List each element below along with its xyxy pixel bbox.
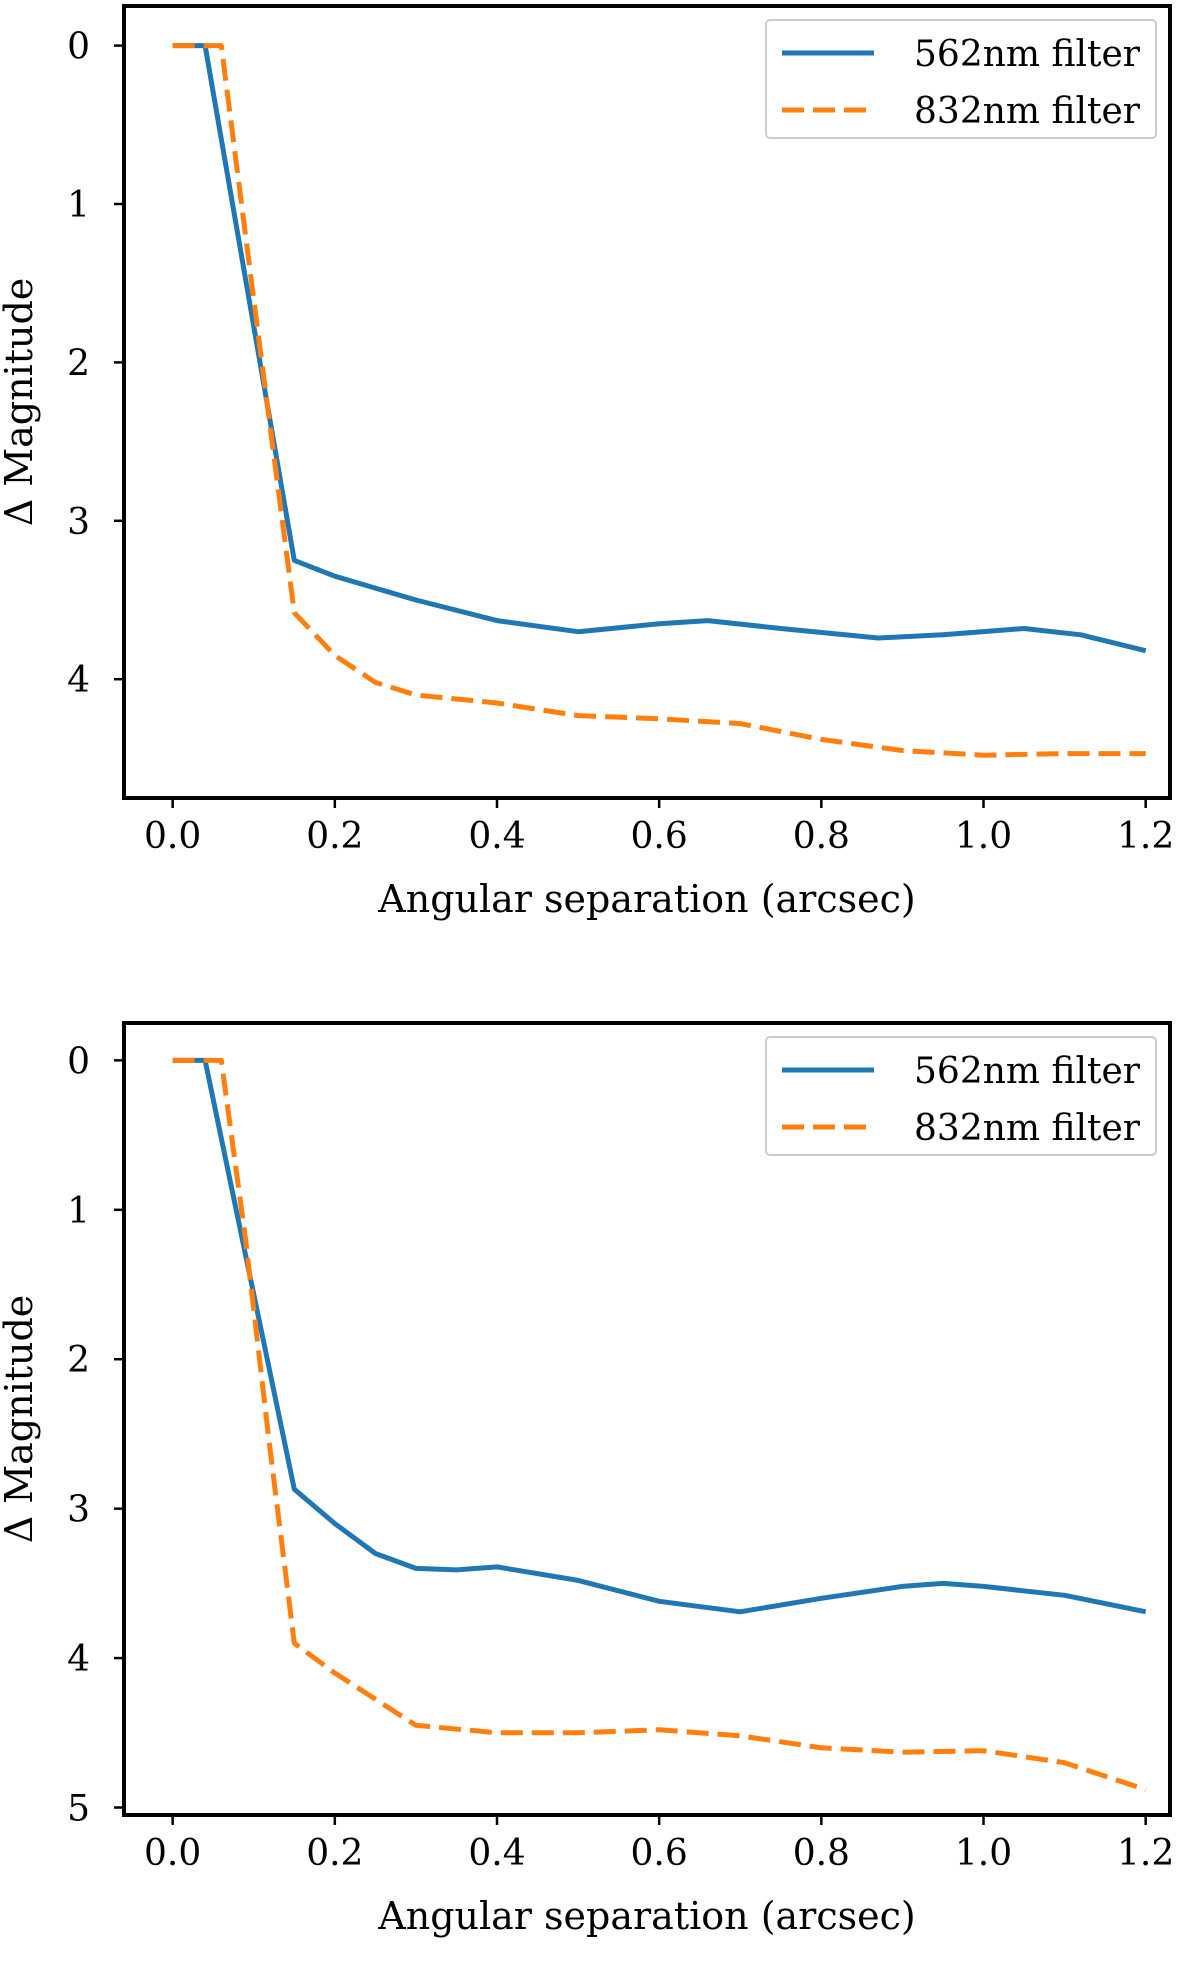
y-tick-label: 5 (67, 1789, 90, 1830)
y-axis-label: Δ Magnitude (0, 1295, 41, 1544)
legend-label: 832nm filter (914, 91, 1141, 132)
y-tick-label: 3 (67, 502, 90, 543)
x-tick-label: 0.6 (631, 816, 688, 857)
x-tick-label: 0.2 (306, 1833, 363, 1874)
y-axis-label: Δ Magnitude (0, 278, 41, 527)
y-tick-label: 1 (67, 1191, 90, 1232)
legend-label: 832nm filter (914, 1108, 1141, 1149)
y-tick-label: 4 (67, 660, 90, 701)
series-line-562nm-filter (172, 43, 1147, 654)
x-tick-label: 1.0 (955, 1833, 1012, 1874)
legend-label: 562nm filter (914, 34, 1141, 75)
y-tick-label: 1 (67, 185, 90, 226)
x-tick-label: 0.8 (793, 816, 850, 857)
x-tick-label: 0.4 (468, 1833, 525, 1874)
x-tick-label: 0.6 (631, 1833, 688, 1874)
x-tick-label: 0.0 (144, 1833, 201, 1874)
x-tick-label: 0.4 (468, 816, 525, 857)
x-axis-label: Angular separation (arcsec) (377, 1894, 915, 1938)
series-line-832nm-filter (172, 1057, 1147, 1792)
series-line-562nm-filter (172, 1057, 1147, 1615)
x-tick-label: 1.2 (1117, 1833, 1174, 1874)
y-tick-label: 0 (67, 27, 90, 68)
legend-label: 562nm filter (914, 1051, 1141, 1092)
legend: 562nm filter 832nm filter (765, 1036, 1157, 1156)
legend: 562nm filter 832nm filter (765, 19, 1157, 139)
x-axis-label: Angular separation (arcsec) (377, 877, 915, 921)
series-line-832nm-filter (172, 43, 1146, 758)
x-tick-label: 0.2 (306, 816, 363, 857)
x-tick-label: 0.0 (144, 816, 201, 857)
axes-frame (122, 1021, 1172, 1817)
chart-panel-1: 0.0 0.2 0.4 0.6 0.8 1.0 1.2 0 1 2 3 4 Angular separa… (0, 4, 1174, 921)
y-tick-label: 2 (67, 1340, 90, 1381)
y-tick-label: 3 (67, 1490, 90, 1531)
x-tick-label: 1.2 (1117, 816, 1174, 857)
y-tick-label: 2 (67, 343, 90, 384)
axes-frame (122, 4, 1172, 800)
y-tick-label: 0 (67, 1041, 90, 1082)
x-tick-label: 1.0 (955, 816, 1012, 857)
x-tick-label: 0.8 (793, 1833, 850, 1874)
y-tick-label: 4 (67, 1639, 90, 1680)
chart-panel-2: 0.0 0.2 0.4 0.6 0.8 1.0 1.2 0 1 2 3 4 5 Angular separ… (0, 1021, 1174, 1938)
